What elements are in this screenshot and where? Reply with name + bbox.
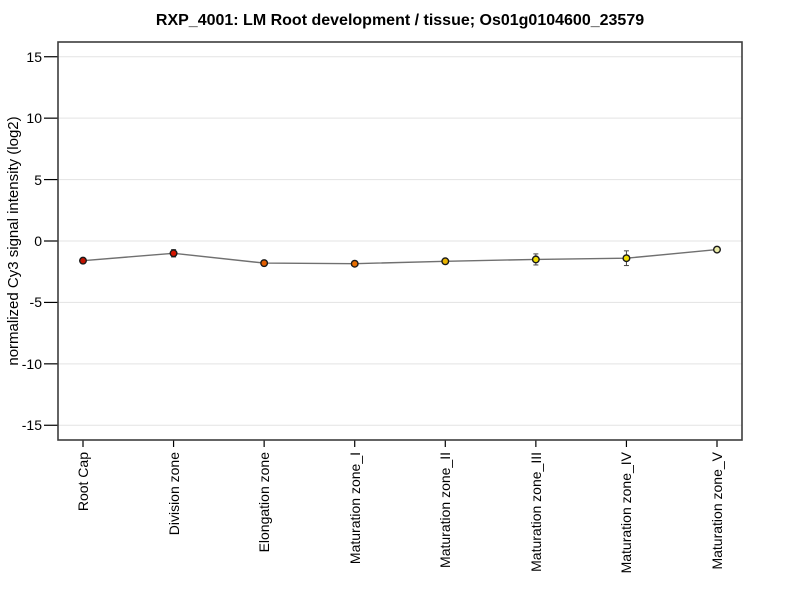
data-point <box>350 259 359 268</box>
x-tick-label: Elongation zone <box>256 452 273 553</box>
y-tick-label: 0 <box>34 233 42 249</box>
y-tick-label: 10 <box>26 110 42 127</box>
data-point <box>531 255 540 264</box>
x-tick-label: Maturation zone_III <box>527 452 544 572</box>
x-tick-label: Division zone <box>165 452 182 536</box>
x-tick-label: Maturation zone_II <box>437 452 454 568</box>
data-line <box>82 248 718 265</box>
plot-frame <box>57 41 743 441</box>
x-tick-label: Maturation zone_V <box>709 452 725 570</box>
y-tick-label: -10 <box>21 355 42 372</box>
data-point <box>169 249 178 258</box>
y-tick-label: 5 <box>34 171 42 188</box>
chart-title: RXP_4001: LM Root development / tissue; … <box>155 12 645 29</box>
y-tick-label: -5 <box>29 294 42 311</box>
x-tick-label: Maturation zone_I <box>346 452 363 565</box>
data-point <box>260 259 269 268</box>
data-point <box>713 245 722 254</box>
x-tick-label: Maturation zone_IV <box>618 452 635 574</box>
x-tick-label: Root Cap <box>75 452 91 512</box>
data-point <box>78 256 87 265</box>
data-point <box>622 254 631 263</box>
y-tick-label: 15 <box>26 48 42 65</box>
data-point <box>441 257 450 266</box>
y-tick-label: -15 <box>21 417 42 434</box>
